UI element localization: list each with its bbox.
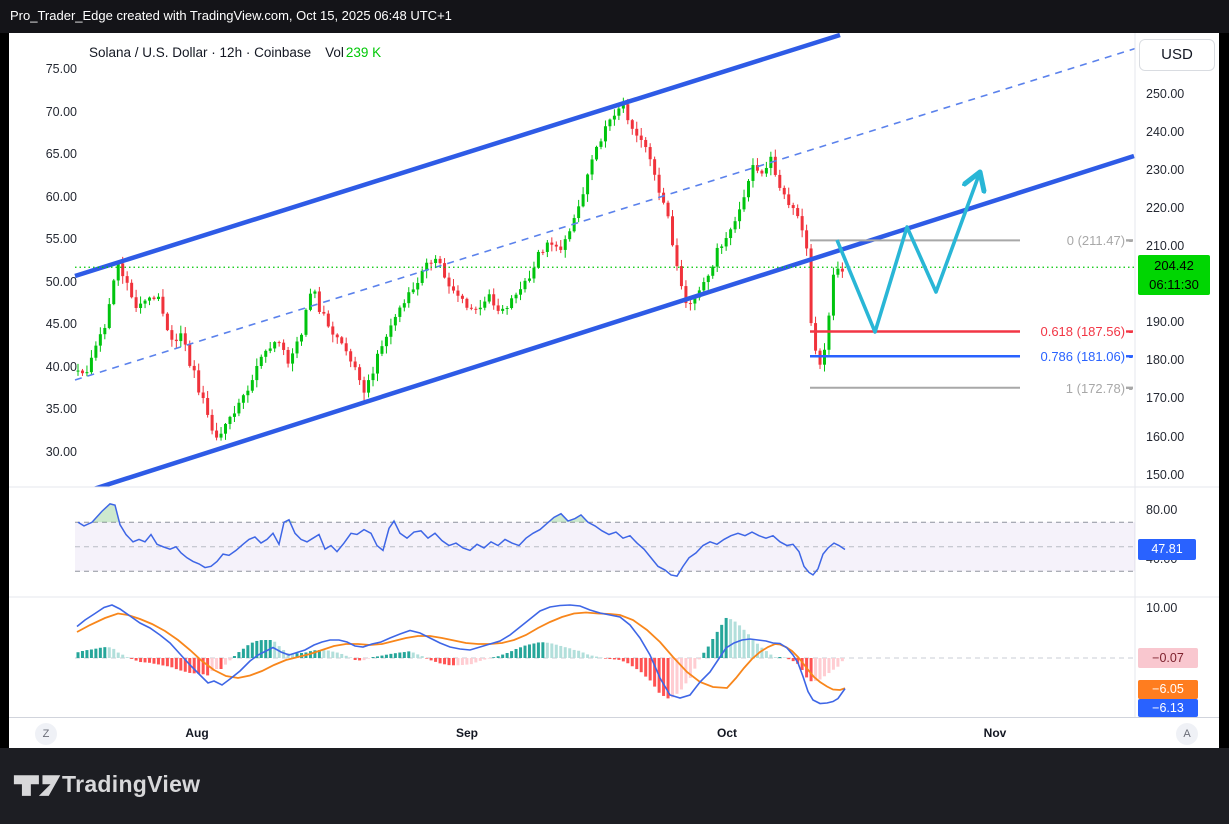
macd-line-badge: −6.13 <box>1138 699 1198 717</box>
auto-scale-button[interactable]: A <box>1176 723 1198 745</box>
attribution-bar: Pro_Trader_Edge created with TradingView… <box>0 0 1229 33</box>
last-price-badge: 204.42 06:11:30 <box>1138 255 1210 295</box>
symbol-title: Solana / U.S. Dollar · 12h · Coinbase <box>89 45 312 60</box>
last-price-value: 204.42 <box>1154 258 1194 273</box>
rsi-value-badge: 47.81 <box>1138 539 1196 560</box>
time-axis[interactable]: Aug Sep Oct Nov Z A <box>9 717 1219 748</box>
timezone-button[interactable]: Z <box>35 723 57 745</box>
chart-area: 0 (211.47) -0.618 (187.56) -0.786 (181.0… <box>9 33 1219 748</box>
month-label: Nov <box>983 726 1007 740</box>
currency-toggle-button[interactable]: USD <box>1139 39 1215 71</box>
attribution-text: Pro_Trader_Edge created with TradingView… <box>10 8 452 23</box>
month-label: Sep <box>455 726 478 740</box>
chart-canvas[interactable] <box>9 33 1219 717</box>
macd-signal-badge: −6.05 <box>1138 680 1198 699</box>
tradingview-brand-text: TradingView <box>62 771 201 797</box>
footer-bar: TradingView <box>0 748 1229 824</box>
volume-value: 239 K <box>345 45 382 60</box>
macd-histogram-badge: −0.07 <box>1138 648 1198 668</box>
symbol-legend[interactable]: Solana / U.S. Dollar · 12h · Coinbase Vol… <box>89 45 381 60</box>
month-label: Aug <box>185 726 209 740</box>
volume-label: Vol <box>325 45 344 60</box>
bar-countdown: 06:11:30 <box>1149 277 1199 292</box>
tradingview-logo-icon <box>13 775 61 796</box>
month-label: Oct <box>716 726 737 740</box>
